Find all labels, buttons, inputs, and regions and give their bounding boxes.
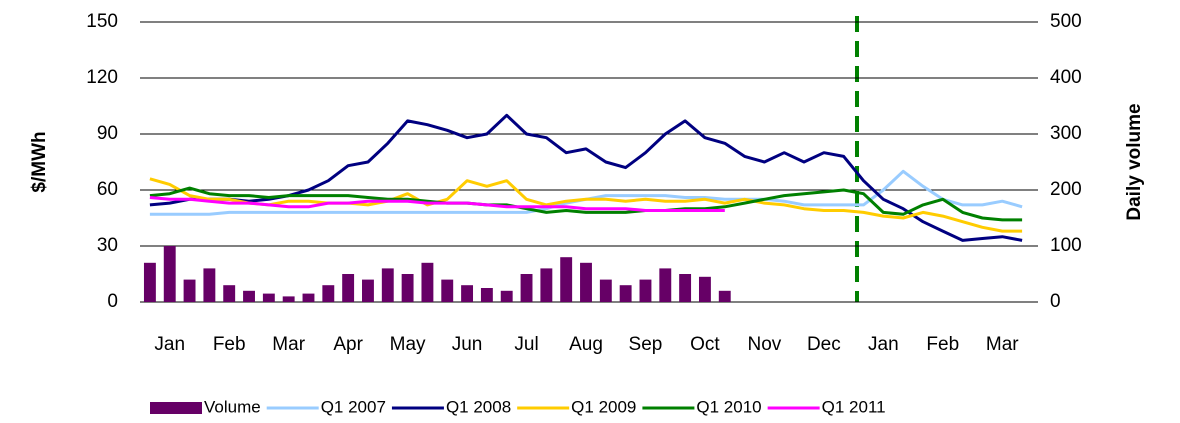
x-tick-label: Jan [154, 334, 185, 355]
series-line [149, 196, 725, 212]
y2-tick-label: 300 [1050, 123, 1082, 144]
x-tick-label: Feb [926, 334, 959, 355]
y-tick-label: 60 [97, 179, 118, 200]
volume-bar [183, 279, 196, 302]
volume-bar [262, 293, 275, 302]
y-tick-label: 30 [97, 235, 118, 256]
x-tick-label: Jun [452, 334, 483, 355]
volume-bar [381, 268, 394, 302]
legend-swatch [150, 402, 202, 414]
y-tick-label: 0 [107, 291, 118, 312]
volume-bar [659, 268, 672, 302]
x-tick-label: Sep [629, 334, 663, 355]
x-tick-label: Dec [807, 334, 841, 355]
volume-bar [143, 262, 156, 302]
x-tick-label: Oct [690, 334, 720, 355]
volume-bar [441, 279, 454, 302]
series-line [149, 186, 1023, 222]
y2-axis-title: Daily volume [1124, 103, 1145, 220]
x-tick-label: May [390, 334, 426, 355]
legend-label: Q1 2009 [571, 397, 636, 416]
volume-bar [243, 290, 255, 302]
series-line [149, 177, 1023, 233]
volume-bar [282, 296, 295, 302]
y2-tick-label: 400 [1050, 67, 1082, 88]
legend-label: Q1 2011 [822, 397, 886, 416]
x-tick-label: Jan [868, 334, 899, 355]
volume-bar [560, 257, 573, 302]
x-tick-label: Mar [986, 334, 1019, 355]
y-axis-title: $/MWh [29, 131, 50, 192]
y2-tick-label: 0 [1050, 291, 1061, 312]
volume-bar [698, 276, 711, 302]
volume-bar [718, 290, 731, 302]
x-tick-label: Aug [569, 334, 603, 355]
volume-bar [599, 279, 612, 302]
x-tick-label: Apr [333, 334, 363, 355]
volume-bar [500, 290, 513, 302]
volume-bar [342, 274, 355, 302]
y-tick-label: 120 [86, 67, 118, 88]
x-tick-label: Feb [213, 334, 246, 355]
volume-bar [223, 285, 236, 302]
volume-bar [421, 262, 434, 302]
volume-bar [362, 279, 374, 302]
volume-bar [322, 285, 335, 302]
y-tick-label: 90 [97, 123, 118, 144]
volume-bar [639, 279, 652, 302]
x-tick-label: Jul [514, 334, 538, 355]
x-tick-label: Nov [748, 334, 782, 355]
volume-bar [302, 293, 315, 302]
legend-label: Q1 2007 [321, 397, 386, 416]
legend-label: Volume [204, 397, 261, 416]
volume-bar [540, 268, 553, 302]
volume-bar [580, 262, 592, 302]
volume-bar [203, 268, 216, 302]
y2-tick-label: 200 [1050, 179, 1082, 200]
y-tick-label: 150 [86, 11, 118, 32]
volume-bar [619, 285, 632, 302]
volume-bar [163, 246, 176, 302]
volume-bar [401, 274, 414, 302]
y2-tick-label: 500 [1050, 11, 1082, 32]
volume-bar [461, 285, 474, 302]
volume-bar [480, 288, 493, 302]
volume-bar [520, 274, 533, 302]
series-line [149, 113, 1023, 242]
legend-label: Q1 2008 [446, 397, 511, 416]
volume-bar [679, 274, 692, 302]
y2-tick-label: 100 [1050, 235, 1082, 256]
legend-label: Q1 2010 [696, 397, 761, 416]
x-tick-label: Mar [272, 334, 305, 355]
